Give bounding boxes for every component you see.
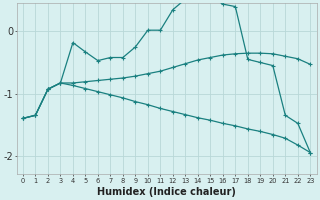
X-axis label: Humidex (Indice chaleur): Humidex (Indice chaleur) (97, 187, 236, 197)
